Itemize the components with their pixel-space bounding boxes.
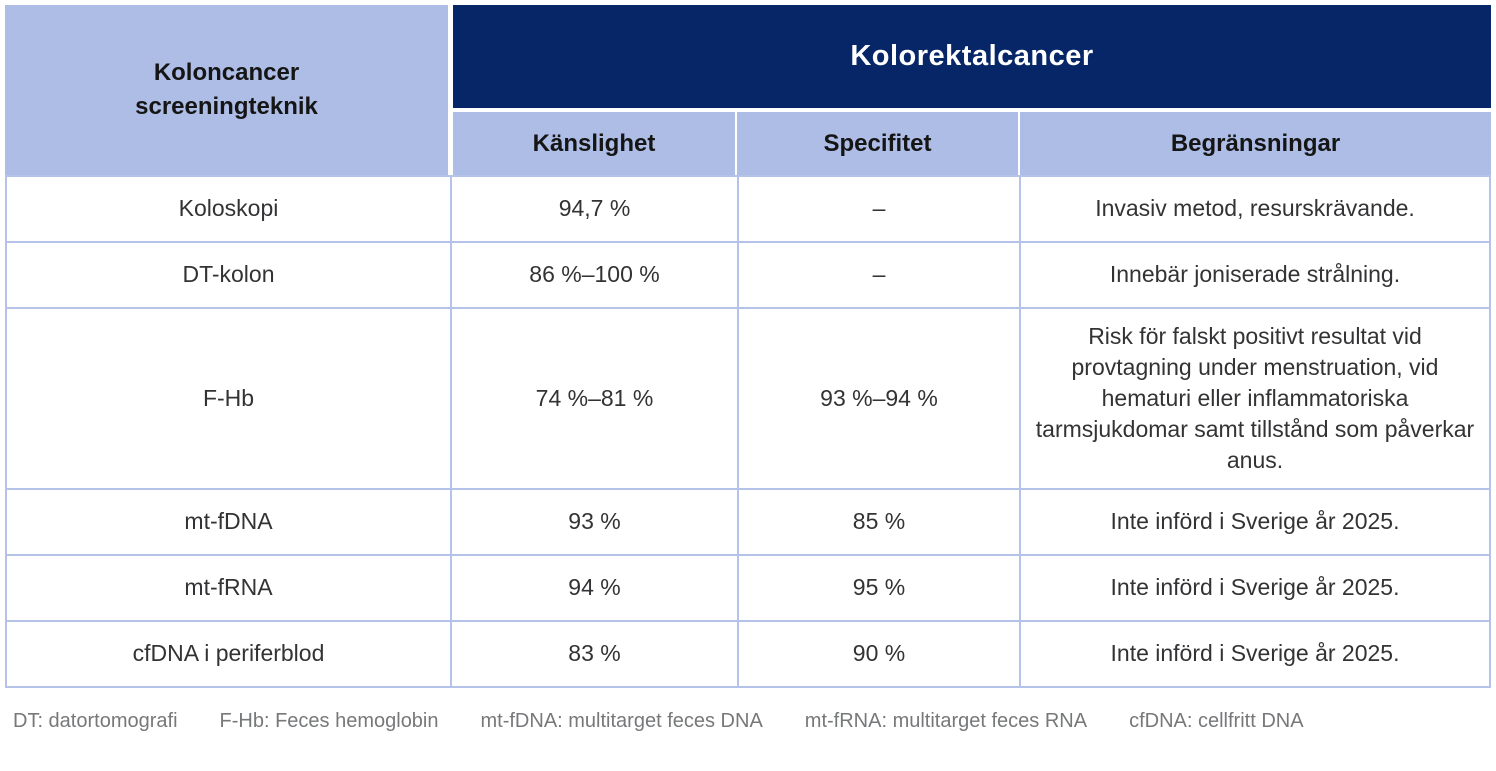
spanning-header-kolorektalcancer: Kolorektalcancer	[453, 5, 1491, 108]
technique-cell: mt-fRNA	[184, 574, 273, 601]
footnote-mt-fdna: mt-fDNA: multitarget feces DNA	[480, 710, 763, 732]
table-row-dt-kolon: DT-kolon 86 %–100 % – Innebär joniserade…	[7, 241, 1489, 307]
footnote-dt: DT: datortomografi	[13, 710, 178, 732]
limitations-cell: Invasiv metod, resurskrävande.	[1019, 177, 1489, 241]
sensitivity-cell: 94 %	[450, 556, 737, 620]
limitations-cell: Risk för falskt positivt resultat vid pr…	[1019, 309, 1489, 488]
technique-cell: DT-kolon	[182, 261, 275, 288]
limitations-cell: Inte införd i Sverige år 2025.	[1019, 490, 1489, 554]
abbreviation-legend: DT: datortomografi F-Hb: Feces hemoglobi…	[13, 710, 1491, 733]
technique-cell: cfDNA i periferblod	[132, 640, 325, 667]
subheader-row: Känslighet Specifitet Begränsningar	[453, 112, 1491, 175]
limitations-cell: Inte införd i Sverige år 2025.	[1019, 622, 1489, 686]
table-row-koloskopi: Koloskopi 94,7 % – Invasiv metod, resurs…	[7, 177, 1489, 241]
limitations-cell: Inte införd i Sverige år 2025.	[1019, 556, 1489, 620]
sensitivity-cell: 83 %	[450, 622, 737, 686]
technique-cell: Koloskopi	[178, 195, 279, 222]
table-body: Koloskopi 94,7 % – Invasiv metod, resurs…	[5, 175, 1491, 688]
footnote-mt-frna: mt-fRNA: multitarget feces RNA	[804, 710, 1088, 732]
table-row-mt-frna: mt-fRNA 94 % 95 % Inte införd i Sverige …	[7, 554, 1489, 620]
sensitivity-cell: 74 %–81 %	[450, 309, 737, 488]
table-header: Koloncancer screeningteknik Kolorektalca…	[5, 5, 1491, 175]
specificity-cell: 90 %	[737, 622, 1019, 686]
header-right-group: Kolorektalcancer Känslighet Specifitet B…	[453, 5, 1491, 175]
table-row-f-hb: F-Hb 74 %–81 % 93 %–94 % Risk för falskt…	[7, 307, 1489, 488]
specificity-cell: –	[737, 177, 1019, 241]
footnote-cfdna: cfDNA: cellfritt DNA	[1129, 710, 1304, 732]
footnote-f-hb: F-Hb: Feces hemoglobin	[219, 710, 439, 732]
technique-cell: mt-fDNA	[184, 508, 273, 535]
table-row-mt-fdna: mt-fDNA 93 % 85 % Inte införd i Sverige …	[7, 488, 1489, 554]
limitations-cell: Innebär joniserade strålning.	[1019, 243, 1489, 307]
sensitivity-cell: 93 %	[450, 490, 737, 554]
table-row-cfdna: cfDNA i periferblod 83 % 90 % Inte inför…	[7, 620, 1489, 686]
specificity-cell: 93 %–94 %	[737, 309, 1019, 488]
column-header-begransningar: Begränsningar	[1020, 112, 1491, 175]
sensitivity-cell: 94,7 %	[450, 177, 737, 241]
specificity-cell: 95 %	[737, 556, 1019, 620]
column-header-specifitet: Specifitet	[737, 112, 1018, 175]
screening-comparison-table: Koloncancer screeningteknik Kolorektalca…	[5, 5, 1491, 733]
technique-cell: F-Hb	[202, 384, 255, 411]
specificity-cell: –	[737, 243, 1019, 307]
corner-header-koloncancer-screeningteknik: Koloncancer screeningteknik	[5, 5, 448, 175]
sensitivity-cell: 86 %–100 %	[450, 243, 737, 307]
column-header-kanslighet: Känslighet	[453, 112, 735, 175]
specificity-cell: 85 %	[737, 490, 1019, 554]
